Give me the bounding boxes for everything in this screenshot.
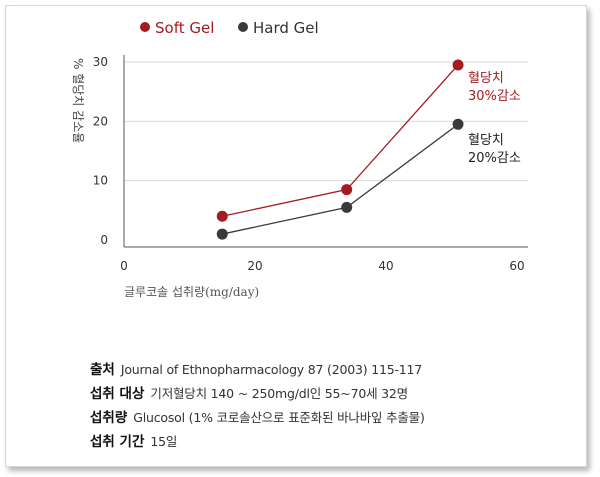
x-tick-labels: 0 20 40 60 xyxy=(120,259,524,273)
x-tick-label-0: 0 xyxy=(120,259,128,273)
info-label-subjects: 섭취 대상 xyxy=(90,386,145,402)
series-line-soft-gel xyxy=(222,64,459,217)
info-value-subjects: 기저혈당치 140 ~ 250mg/dl인 55~70세 32명 xyxy=(150,386,408,401)
info-value-source: Journal of Ethnopharmacology 87 (2003) 1… xyxy=(120,362,423,377)
x-tick-label-20: 20 xyxy=(247,259,262,273)
info-row-dose: 섭취량 Glucosol (1% 코로솔산으로 표준화된 바나바잎 추출물) xyxy=(90,406,570,430)
info-row-subjects: 섭취 대상 기저혈당치 140 ~ 250mg/dl인 55~70세 32명 xyxy=(90,382,570,406)
data-point-hard-gel-2 xyxy=(341,201,353,213)
data-point-hard-gel-3 xyxy=(452,118,464,130)
legend-label-hard-gel: Hard Gel xyxy=(253,19,319,37)
data-point-hard-gel-1 xyxy=(216,228,228,240)
study-info: 출처 Journal of Ethnopharmacology 87 (2003)… xyxy=(90,358,570,454)
y-tick-label-0: 0 xyxy=(100,233,108,247)
chart-series xyxy=(216,59,464,240)
annotation-soft-gel-line-2: 30%감소 xyxy=(468,89,521,104)
annotation-hard-gel-line-1: 혈당치 xyxy=(468,133,504,148)
legend-label-soft-gel: Soft Gel xyxy=(155,19,214,37)
legend-marker-hard-gel xyxy=(238,22,248,32)
data-point-soft-gel-1 xyxy=(216,210,228,222)
y-tick-label-20: 20 xyxy=(93,114,108,128)
y-axis-title: % 혈당치 감소율 xyxy=(71,58,85,143)
info-row-source: 출처 Journal of Ethnopharmacology 87 (2003)… xyxy=(90,358,570,382)
x-axis-title: 글루코솔 섭취량(mg/day) xyxy=(124,285,259,299)
info-value-dose: Glucosol (1% 코로솔산으로 표준화된 바나바잎 추출물) xyxy=(133,410,425,425)
data-point-soft-gel-3 xyxy=(452,59,464,71)
x-tick-label-40: 40 xyxy=(378,259,393,273)
chart-axes xyxy=(123,55,528,248)
x-tick-label-60: 60 xyxy=(509,259,524,273)
info-label-source: 출처 xyxy=(90,362,115,378)
annotation-hard-gel-line-2: 20%감소 xyxy=(468,151,521,166)
annotation-soft-gel-line-1: 혈당치 xyxy=(468,71,504,86)
info-row-duration: 섭취 기간 15일 xyxy=(90,430,570,454)
info-label-duration: 섭취 기간 xyxy=(90,434,145,450)
chart-legend: Soft Gel Hard Gel xyxy=(140,19,319,37)
info-value-duration: 15일 xyxy=(150,434,178,449)
info-label-dose: 섭취량 xyxy=(90,410,128,426)
line-chart: Soft Gel Hard Gel 0 10 20 30 0 20 40 60 % 혈당치 … xyxy=(71,19,528,299)
y-tick-label-30: 30 xyxy=(93,55,108,69)
legend-marker-soft-gel xyxy=(140,22,150,32)
series-line-hard-gel xyxy=(222,123,459,235)
y-tick-labels: 0 10 20 30 xyxy=(93,55,108,247)
figure-frame xyxy=(5,5,587,467)
y-tick-label-10: 10 xyxy=(93,174,108,188)
data-point-soft-gel-2 xyxy=(341,184,353,196)
